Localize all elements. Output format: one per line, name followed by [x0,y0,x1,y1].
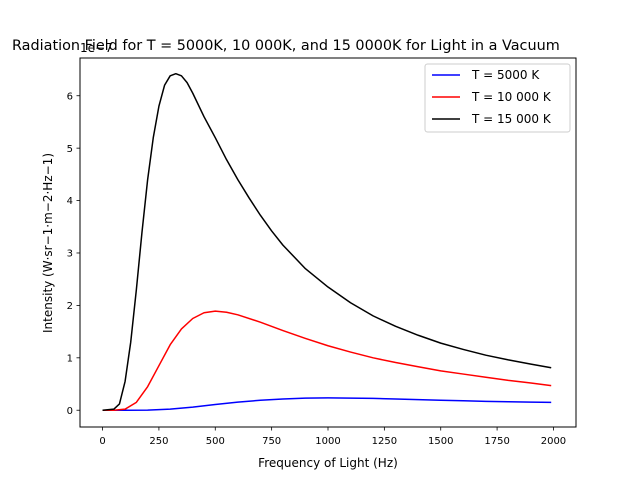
x-axis-label: Frequency of Light (Hz) [258,456,398,470]
legend: T = 5000 K T = 10 000 K T = 15 000 K [424,63,571,133]
series-line-2 [102,310,552,411]
y-tick-label: 5 [67,144,73,155]
y-axis-ticks: 0 1 2 3 4 5 6 [67,91,80,417]
legend-label-2: T = 10 000 K [471,90,552,104]
y-tick-label: 0 [67,406,73,417]
chart-title: Radiation Field for T = 5000K, 10 000K, … [12,38,560,54]
y-tick-label: 4 [67,196,73,207]
x-axis-ticks: 0 250 500 750 1000 1250 1500 1750 2000 [99,427,566,447]
series-line-3 [102,72,552,411]
series-layer [102,72,552,411]
x-tick-label: 2000 [541,436,566,447]
legend-label-1: T = 5000 K [471,68,540,82]
x-tick-label: 250 [149,436,168,447]
y-tick-label: 3 [67,249,73,260]
x-tick-label: 500 [206,436,225,447]
y-tick-label: 2 [67,301,73,312]
x-tick-label: 750 [262,436,281,447]
x-tick-label: 0 [99,436,105,447]
x-tick-label: 1000 [315,436,340,447]
x-tick-label: 1750 [484,436,509,447]
y-tick-label: 6 [67,91,73,102]
x-tick-label: 1500 [428,436,453,447]
y-offset-label: 1e−7 [80,41,113,55]
legend-label-3: T = 15 000 K [471,112,552,126]
y-tick-label: 1 [67,353,73,364]
x-tick-label: 1250 [372,436,397,447]
y-axis-label: Intensity (W·sr−1·m−2·Hz−1) [41,153,55,333]
series-line-1 [102,397,552,411]
legend-box [424,63,571,133]
